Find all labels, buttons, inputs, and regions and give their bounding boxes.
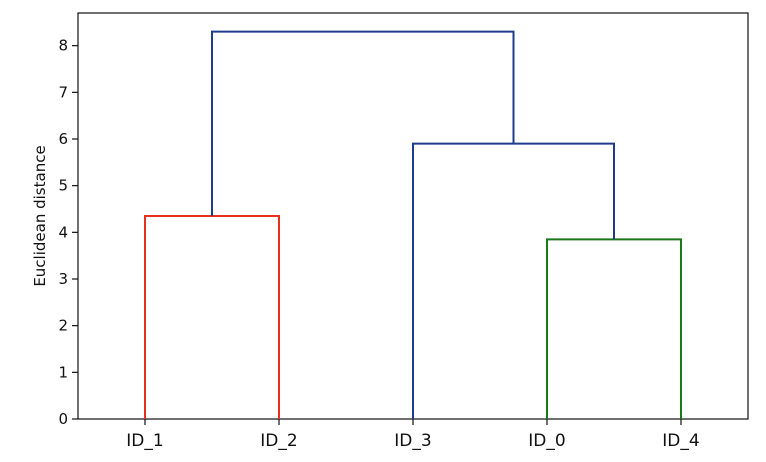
y-tick-label: 0: [58, 410, 68, 428]
y-tick-label: 7: [58, 83, 68, 101]
y-tick-label: 6: [58, 130, 68, 148]
y-tick-label: 1: [58, 363, 68, 381]
leaf-label: ID_1: [126, 431, 163, 451]
leaf-label: ID_3: [394, 431, 431, 451]
y-tick-label: 2: [58, 317, 68, 335]
dendrogram-link-3: [211, 30, 515, 216]
y-tick-label: 5: [58, 177, 68, 195]
leaf-label: ID_0: [528, 431, 565, 451]
dendrogram-link-0: [144, 215, 280, 419]
leaf-label: ID_2: [260, 431, 297, 451]
y-axis-title: Euclidean distance: [31, 145, 49, 286]
y-tick-label: 4: [58, 223, 68, 241]
leaf-label: ID_4: [662, 431, 699, 451]
dendrogram-link-2: [412, 142, 615, 419]
y-tick-label: 8: [58, 37, 68, 55]
y-tick-label: 3: [58, 270, 68, 288]
dendrogram-link-1: [546, 238, 682, 419]
